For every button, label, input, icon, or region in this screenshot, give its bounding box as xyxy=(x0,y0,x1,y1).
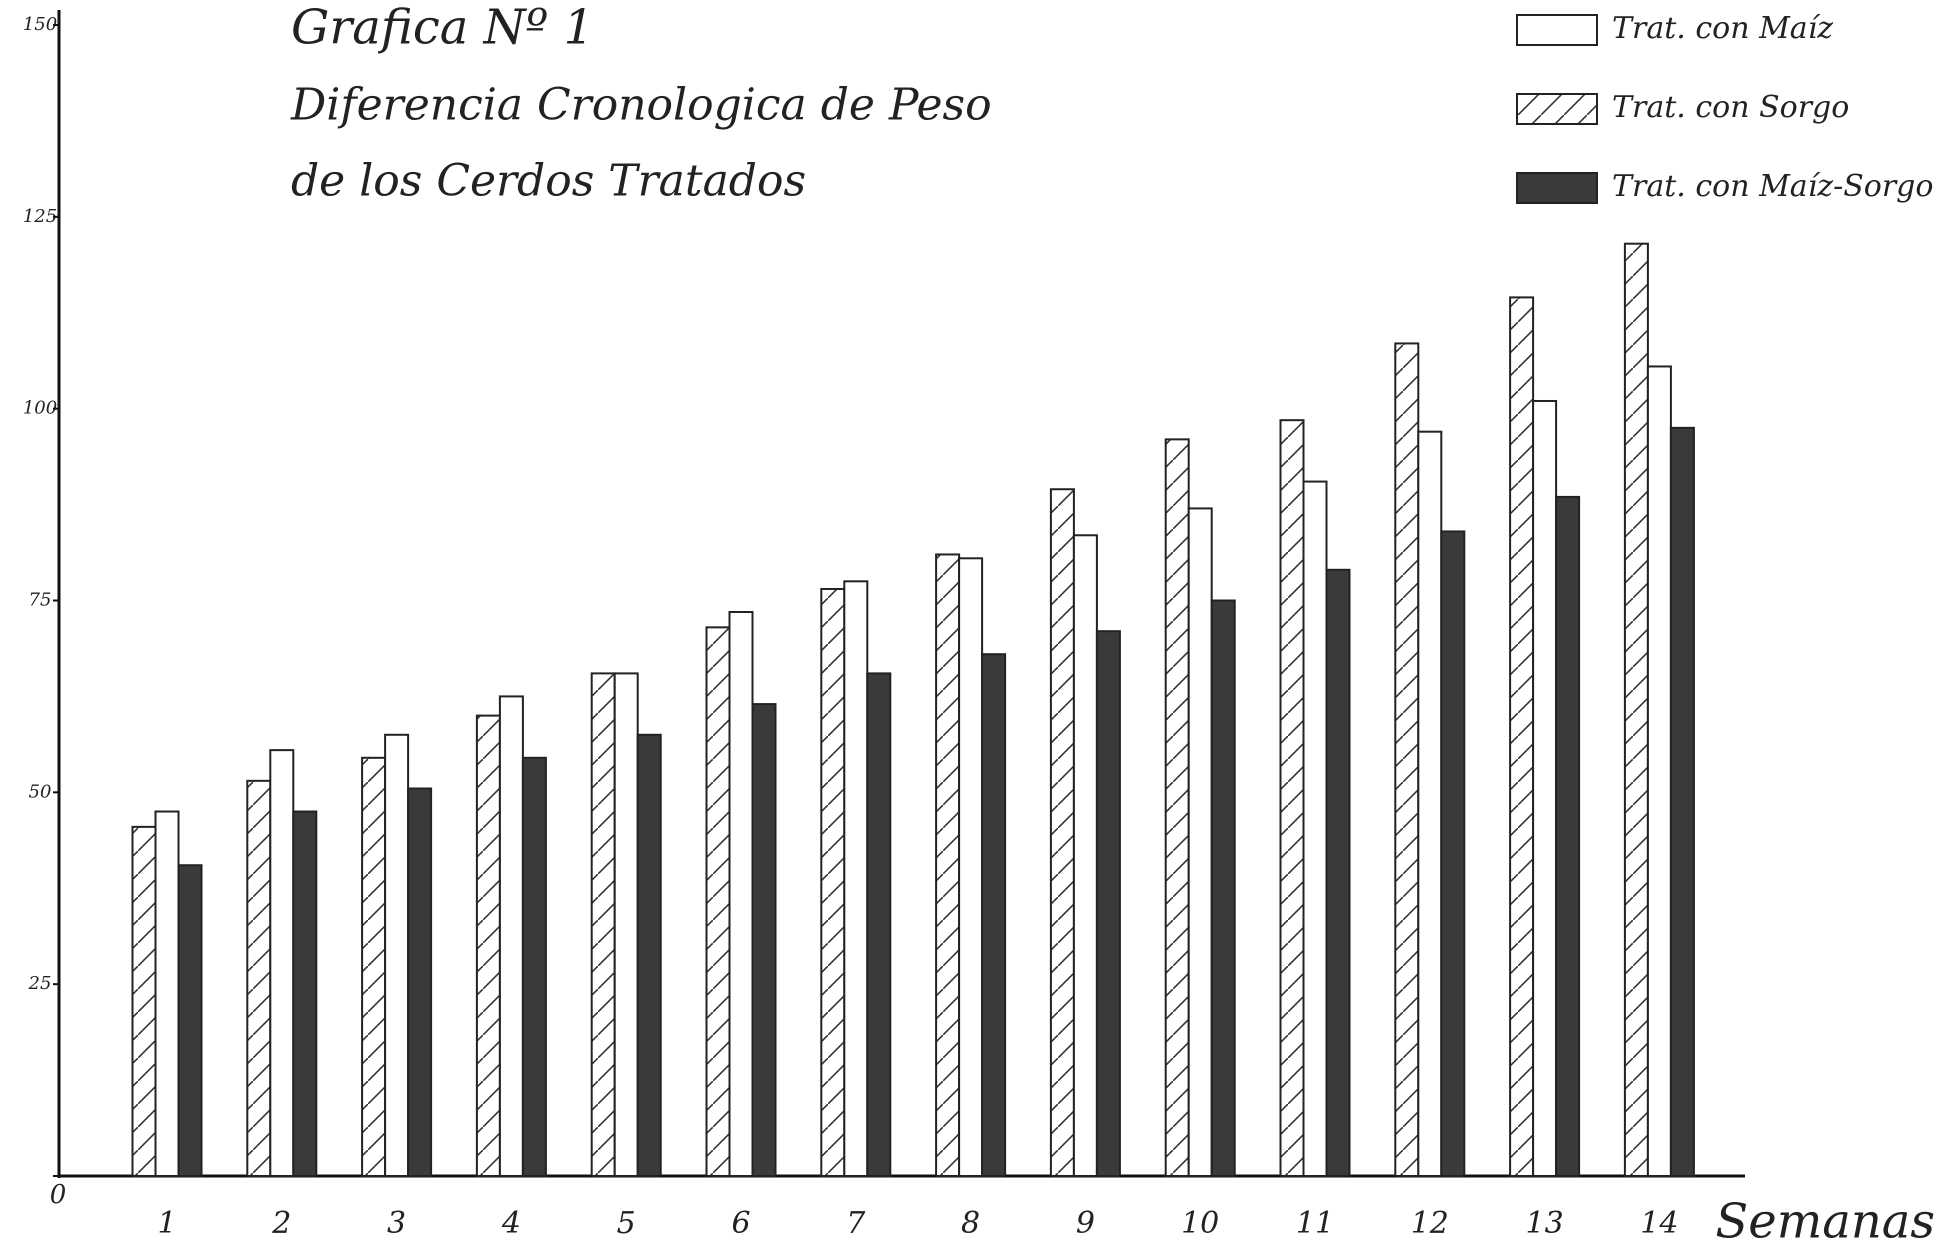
y-tick-label: 50 xyxy=(29,781,52,802)
y-tick-label: 100 xyxy=(23,398,57,419)
chart-title: Grafica Nº 1 xyxy=(291,0,594,56)
legend-label: Trat. con Maíz xyxy=(1612,11,1833,46)
x-tick-label: 6 xyxy=(731,1206,750,1241)
bar xyxy=(1049,488,1075,1177)
x-tick-label: 9 xyxy=(1076,1206,1095,1241)
bar xyxy=(154,810,180,1177)
x-tick-label: 8 xyxy=(961,1206,980,1241)
bar xyxy=(866,672,892,1177)
bar xyxy=(177,864,203,1177)
x-tick-label: 10 xyxy=(1181,1206,1219,1241)
y-tick-label: 75 xyxy=(29,590,52,611)
y-tick-label: 125 xyxy=(23,206,57,227)
x-tick-label: 2 xyxy=(271,1206,291,1241)
bar xyxy=(935,553,961,1177)
x-tick-label: 14 xyxy=(1640,1206,1678,1241)
x-tick-label: 12 xyxy=(1411,1206,1449,1241)
bar xyxy=(705,626,731,1177)
bar xyxy=(1302,480,1328,1177)
bar xyxy=(361,756,387,1177)
bar xyxy=(843,580,869,1177)
y-tick-label: 25 xyxy=(28,973,52,994)
bar xyxy=(1187,507,1213,1178)
bar xyxy=(131,825,157,1177)
bar xyxy=(1095,630,1121,1177)
bar xyxy=(1623,242,1649,1177)
bar xyxy=(269,749,295,1177)
bar xyxy=(728,611,754,1177)
bar xyxy=(1164,438,1190,1177)
legend-label: Trat. con Maíz-Sorgo xyxy=(1612,169,1933,204)
x-tick-label: 11 xyxy=(1296,1206,1334,1241)
x-tick-label: 1 xyxy=(157,1206,176,1241)
bar xyxy=(1440,530,1466,1177)
bar xyxy=(407,787,433,1177)
bar xyxy=(751,703,777,1178)
legend-label: Trat. con Sorgo xyxy=(1612,90,1849,125)
bar xyxy=(636,733,662,1177)
bar xyxy=(475,714,501,1177)
bar xyxy=(292,810,318,1177)
bar xyxy=(1394,342,1420,1177)
x-tick-label: 5 xyxy=(617,1206,636,1241)
bar xyxy=(1646,365,1672,1178)
y-tick-label: 150 xyxy=(23,14,57,35)
bar xyxy=(1325,568,1351,1177)
bar xyxy=(820,587,846,1177)
chart-subtitle: de los Cerdos Tratados xyxy=(291,156,806,207)
bar xyxy=(246,779,272,1177)
chart-subtitle: Diferencia Cronologica de Peso xyxy=(290,80,992,131)
bar xyxy=(498,695,524,1178)
bar xyxy=(958,557,984,1177)
legend-swatch xyxy=(1516,14,1598,46)
bar xyxy=(1417,430,1443,1178)
bar xyxy=(1210,599,1236,1177)
bar xyxy=(1555,495,1581,1178)
bar xyxy=(1669,426,1695,1178)
legend-swatch xyxy=(1516,172,1598,204)
x-axis-label: Semanas xyxy=(1715,1194,1935,1250)
bar xyxy=(384,733,410,1177)
bar xyxy=(1279,419,1305,1177)
x-tick-label: 4 xyxy=(501,1206,521,1241)
bar xyxy=(1072,534,1098,1177)
bar xyxy=(521,756,547,1177)
bar xyxy=(590,672,616,1177)
bar xyxy=(613,672,639,1177)
bar xyxy=(1532,399,1558,1177)
y-tick-label: 0 xyxy=(50,1180,67,1210)
x-tick-label: 7 xyxy=(846,1206,866,1241)
bar xyxy=(1509,296,1535,1177)
x-tick-label: 13 xyxy=(1526,1206,1564,1241)
x-tick-label: 3 xyxy=(387,1206,406,1241)
legend-swatch xyxy=(1516,93,1598,125)
bar xyxy=(981,653,1007,1177)
